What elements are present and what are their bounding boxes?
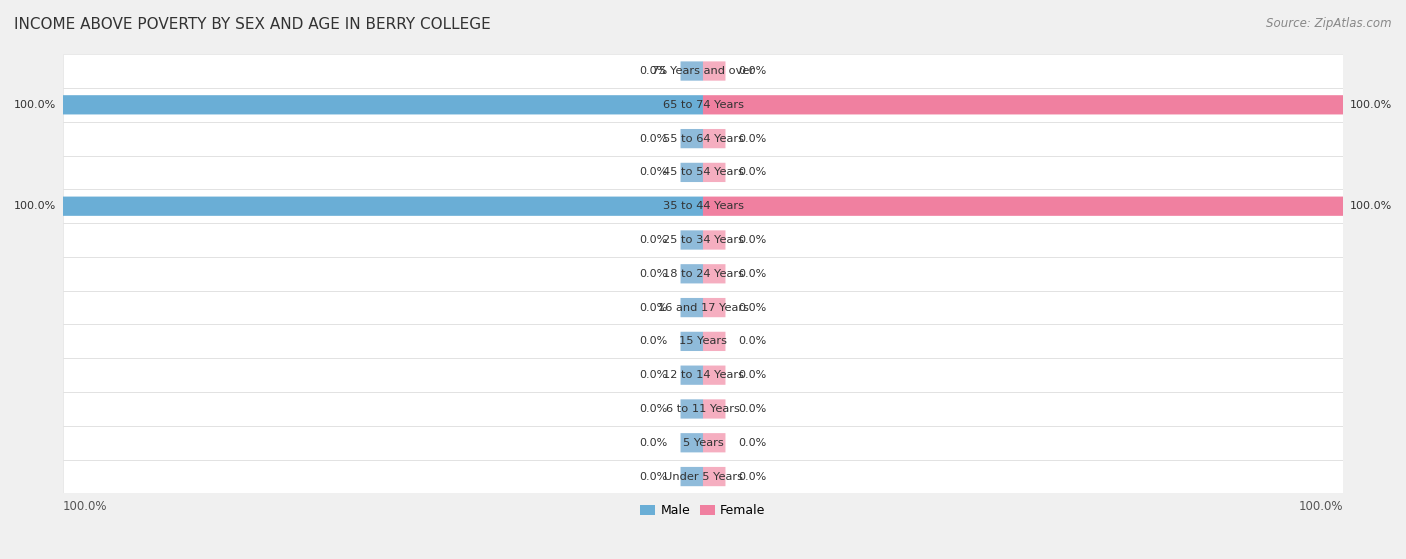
Bar <box>63 122 1343 155</box>
Text: 0.0%: 0.0% <box>640 302 668 312</box>
Text: 0.0%: 0.0% <box>640 134 668 144</box>
Text: 5 Years: 5 Years <box>683 438 723 448</box>
Text: 0.0%: 0.0% <box>738 438 766 448</box>
FancyBboxPatch shape <box>703 264 725 283</box>
FancyBboxPatch shape <box>63 197 703 216</box>
Text: Under 5 Years: Under 5 Years <box>664 472 742 481</box>
Bar <box>63 257 1343 291</box>
Bar <box>63 223 1343 257</box>
Text: 0.0%: 0.0% <box>640 235 668 245</box>
FancyBboxPatch shape <box>703 331 725 351</box>
Text: 0.0%: 0.0% <box>738 269 766 279</box>
Text: 0.0%: 0.0% <box>640 370 668 380</box>
Text: 0.0%: 0.0% <box>640 337 668 347</box>
Bar <box>63 155 1343 190</box>
Bar <box>63 426 1343 459</box>
FancyBboxPatch shape <box>681 129 703 148</box>
FancyBboxPatch shape <box>681 366 703 385</box>
FancyBboxPatch shape <box>703 163 725 182</box>
Text: 0.0%: 0.0% <box>738 337 766 347</box>
FancyBboxPatch shape <box>681 433 703 452</box>
FancyBboxPatch shape <box>681 61 703 80</box>
Text: 100.0%: 100.0% <box>63 500 107 513</box>
Bar <box>63 358 1343 392</box>
Bar <box>63 459 1343 494</box>
Bar <box>63 54 1343 88</box>
Text: 0.0%: 0.0% <box>738 235 766 245</box>
FancyBboxPatch shape <box>703 129 725 148</box>
FancyBboxPatch shape <box>681 298 703 317</box>
Text: 18 to 24 Years: 18 to 24 Years <box>662 269 744 279</box>
Text: 15 Years: 15 Years <box>679 337 727 347</box>
Bar <box>63 426 1343 459</box>
Text: 25 to 34 Years: 25 to 34 Years <box>662 235 744 245</box>
FancyBboxPatch shape <box>681 399 703 419</box>
FancyBboxPatch shape <box>681 163 703 182</box>
Text: 0.0%: 0.0% <box>738 472 766 481</box>
FancyBboxPatch shape <box>703 433 725 452</box>
Legend: Male, Female: Male, Female <box>636 499 770 522</box>
FancyBboxPatch shape <box>703 230 725 250</box>
Text: 0.0%: 0.0% <box>738 167 766 177</box>
Bar <box>63 324 1343 358</box>
Bar <box>63 190 1343 223</box>
Text: 0.0%: 0.0% <box>640 404 668 414</box>
Bar <box>63 122 1343 155</box>
Text: 0.0%: 0.0% <box>640 269 668 279</box>
Text: 100.0%: 100.0% <box>1350 201 1392 211</box>
FancyBboxPatch shape <box>63 95 703 115</box>
Bar <box>63 291 1343 324</box>
Text: 12 to 14 Years: 12 to 14 Years <box>662 370 744 380</box>
FancyBboxPatch shape <box>703 197 1343 216</box>
FancyBboxPatch shape <box>703 95 1343 115</box>
Text: 6 to 11 Years: 6 to 11 Years <box>666 404 740 414</box>
Text: 16 and 17 Years: 16 and 17 Years <box>658 302 748 312</box>
Text: 65 to 74 Years: 65 to 74 Years <box>662 100 744 110</box>
FancyBboxPatch shape <box>681 467 703 486</box>
Bar <box>63 223 1343 257</box>
Text: 0.0%: 0.0% <box>738 302 766 312</box>
FancyBboxPatch shape <box>703 366 725 385</box>
FancyBboxPatch shape <box>703 467 725 486</box>
Bar <box>63 324 1343 358</box>
Bar <box>63 155 1343 190</box>
Bar <box>63 291 1343 324</box>
Bar <box>63 54 1343 88</box>
Text: 35 to 44 Years: 35 to 44 Years <box>662 201 744 211</box>
Bar <box>63 392 1343 426</box>
Text: 0.0%: 0.0% <box>738 66 766 76</box>
Bar <box>63 190 1343 223</box>
Text: Source: ZipAtlas.com: Source: ZipAtlas.com <box>1267 17 1392 30</box>
Text: 100.0%: 100.0% <box>14 100 56 110</box>
FancyBboxPatch shape <box>681 264 703 283</box>
Text: 75 Years and over: 75 Years and over <box>652 66 754 76</box>
Bar <box>63 358 1343 392</box>
FancyBboxPatch shape <box>681 331 703 351</box>
Bar <box>63 257 1343 291</box>
Bar <box>63 88 1343 122</box>
Text: 100.0%: 100.0% <box>14 201 56 211</box>
Bar <box>63 459 1343 494</box>
FancyBboxPatch shape <box>703 298 725 317</box>
Text: 55 to 64 Years: 55 to 64 Years <box>662 134 744 144</box>
FancyBboxPatch shape <box>703 399 725 419</box>
Text: 0.0%: 0.0% <box>738 404 766 414</box>
Text: 0.0%: 0.0% <box>640 66 668 76</box>
FancyBboxPatch shape <box>703 61 725 80</box>
Text: 0.0%: 0.0% <box>640 438 668 448</box>
Bar <box>63 392 1343 426</box>
Text: 100.0%: 100.0% <box>1350 100 1392 110</box>
Text: 0.0%: 0.0% <box>738 134 766 144</box>
Text: 0.0%: 0.0% <box>640 167 668 177</box>
Text: 45 to 54 Years: 45 to 54 Years <box>662 167 744 177</box>
Bar <box>63 88 1343 122</box>
Text: 100.0%: 100.0% <box>1299 500 1343 513</box>
FancyBboxPatch shape <box>681 230 703 250</box>
Text: 0.0%: 0.0% <box>738 370 766 380</box>
Text: 0.0%: 0.0% <box>640 472 668 481</box>
Text: INCOME ABOVE POVERTY BY SEX AND AGE IN BERRY COLLEGE: INCOME ABOVE POVERTY BY SEX AND AGE IN B… <box>14 17 491 32</box>
